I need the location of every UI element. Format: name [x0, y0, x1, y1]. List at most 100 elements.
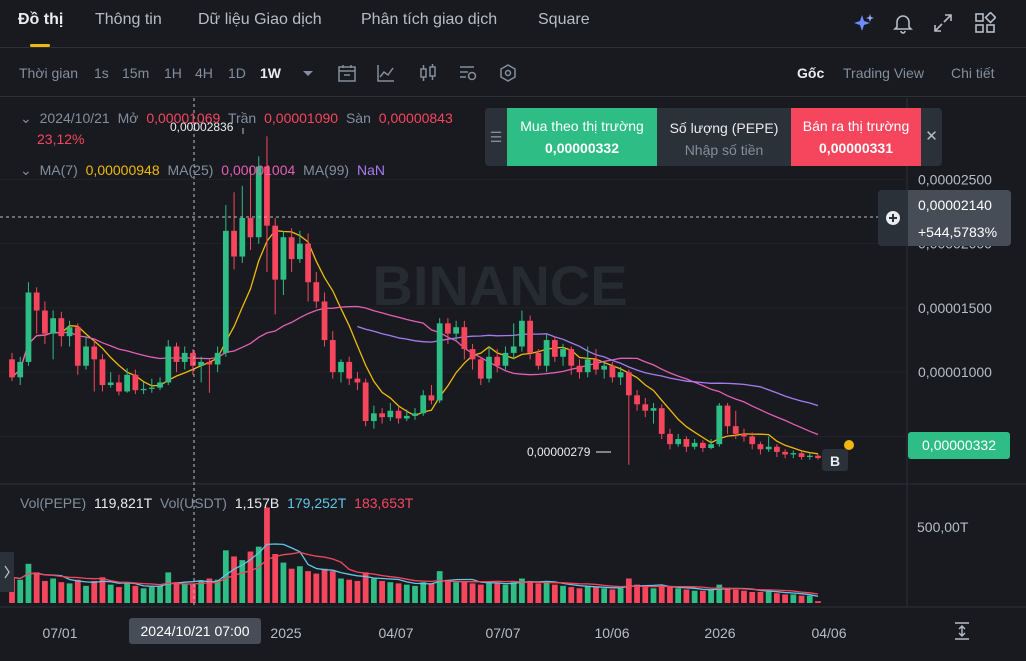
volume-bar	[222, 550, 229, 603]
candle-body	[757, 444, 764, 450]
indicator-line-icon[interactable]	[376, 63, 396, 83]
volume-bar	[543, 582, 550, 603]
calendar-icon[interactable]	[337, 63, 357, 83]
market-buy-button[interactable]: Mua theo thị trường 0,00000332	[507, 108, 657, 166]
volume-bar	[675, 588, 682, 603]
volume-bar	[609, 589, 616, 603]
candle-body	[280, 237, 287, 280]
tab-trading-analysis[interactable]: Phân tích giao dịch	[361, 11, 498, 28]
volume-bar	[461, 580, 468, 603]
volume-bar	[560, 585, 566, 603]
volume-bar	[642, 587, 649, 603]
tab-trading-data[interactable]: Dữ liệu Giao dịch	[198, 11, 322, 28]
x-axis-tick: 04/07	[378, 625, 413, 641]
volume-bar	[815, 601, 821, 603]
expand-icon[interactable]	[932, 12, 954, 34]
candle-body	[625, 372, 632, 396]
volume-bar	[757, 591, 764, 603]
candle-body	[387, 410, 394, 418]
candle-body	[132, 374, 139, 391]
candle-body	[815, 455, 821, 459]
bell-icon[interactable]	[892, 12, 914, 34]
candle-body	[395, 410, 402, 419]
add-alert-button[interactable]	[878, 190, 908, 246]
candle-body	[362, 382, 369, 422]
hexagon-settings-icon[interactable]	[498, 63, 518, 83]
chart-toolbar: Thời gian 1s 15m 1H 4H 1D 1W Gốc Trading…	[0, 49, 1026, 97]
quantity-input[interactable]: Số lượng (PEPE) Nhập số tiền	[657, 108, 791, 166]
high-marker-label: 0,00002836	[170, 120, 234, 134]
ma-legend-collapse-icon[interactable]: ⌄	[20, 162, 32, 178]
tab-chart[interactable]: Đồ thị	[18, 11, 64, 28]
volume-bar	[625, 578, 632, 603]
volume-bar	[338, 578, 344, 603]
candle-body	[91, 346, 98, 360]
candle-body	[239, 217, 246, 257]
interval-dropdown-icon[interactable]	[298, 63, 318, 83]
x-axis-tick: 2026	[704, 625, 735, 641]
interval-15m[interactable]: 15m	[122, 65, 150, 81]
candlestick-chart[interactable]: BINANCE 0,000025000,000020000,000015000,…	[0, 98, 1026, 661]
volume-bar	[576, 588, 583, 603]
quantity-label: Số lượng (PEPE)	[669, 120, 779, 136]
view-depth[interactable]: Chi tiết	[951, 65, 995, 81]
candle-type-icon[interactable]	[418, 63, 438, 83]
layout-grid-icon[interactable]	[974, 12, 996, 34]
candle-body	[190, 352, 196, 366]
candle-body	[741, 433, 747, 437]
candle-body	[74, 327, 81, 366]
price-chart-area[interactable]: BINANCE 0,000025000,000020000,000015000,…	[0, 98, 1026, 661]
volume-bar	[568, 587, 575, 603]
x-axis-tick: 07/07	[485, 625, 520, 641]
interval-1s[interactable]: 1s	[94, 65, 109, 81]
candle-body	[321, 301, 328, 341]
volume-bar	[453, 582, 460, 603]
interval-1d[interactable]: 1D	[228, 65, 246, 81]
interval-1w[interactable]: 1W	[260, 65, 281, 81]
settings-list-icon[interactable]	[458, 63, 478, 83]
vol-usdt-value: 1,157B	[234, 495, 280, 511]
tab-square[interactable]: Square	[538, 11, 590, 28]
legend-collapse-icon[interactable]: ⌄	[20, 110, 32, 126]
volume-bar	[428, 583, 435, 603]
sell-label: Bán ra thị trường	[802, 118, 910, 134]
candle-body	[428, 395, 435, 401]
collapse-left-icon[interactable]	[0, 552, 14, 592]
volume-bar	[42, 580, 48, 603]
tradingview-logo-icon[interactable]: B	[822, 449, 848, 471]
interval-4h[interactable]: 4H	[195, 65, 213, 81]
market-sell-button[interactable]: Bán ra thị trường 0,00000331	[791, 108, 921, 166]
ma25-value: 0,00001004	[221, 162, 296, 178]
candle-body	[469, 349, 476, 360]
candle-body	[403, 415, 410, 419]
candle-body	[535, 352, 542, 366]
candle-body	[329, 340, 336, 373]
candle-body	[214, 352, 221, 365]
interval-1h[interactable]: 1H	[164, 65, 182, 81]
candle-body	[724, 405, 731, 427]
ai-sparkle-icon[interactable]	[853, 12, 875, 34]
view-tradingview[interactable]: Trading View	[843, 65, 924, 81]
candle-body	[749, 436, 756, 445]
volume-ma5-line	[11, 543, 819, 597]
view-original[interactable]: Gốc	[797, 65, 825, 81]
volume-bar	[354, 580, 361, 603]
volume-bar	[658, 585, 665, 603]
candle-body	[354, 378, 361, 383]
tab-info[interactable]: Thông tin	[95, 11, 162, 28]
volume-bar	[445, 579, 451, 603]
drag-handle-icon[interactable]: ☰	[489, 129, 503, 145]
volume-bar	[25, 563, 32, 603]
candle-body	[296, 243, 303, 260]
candle-body	[675, 439, 682, 445]
candle-body	[165, 346, 172, 383]
volume-bar	[519, 578, 525, 603]
candle-body	[609, 365, 616, 378]
candle-body	[264, 166, 270, 226]
volume-bar	[231, 556, 237, 603]
reset-scale-icon[interactable]	[955, 622, 969, 640]
close-icon[interactable]: ✕	[925, 128, 938, 145]
active-tab-indicator	[30, 44, 50, 47]
volume-bar	[379, 580, 385, 603]
volume-bar	[395, 583, 402, 603]
